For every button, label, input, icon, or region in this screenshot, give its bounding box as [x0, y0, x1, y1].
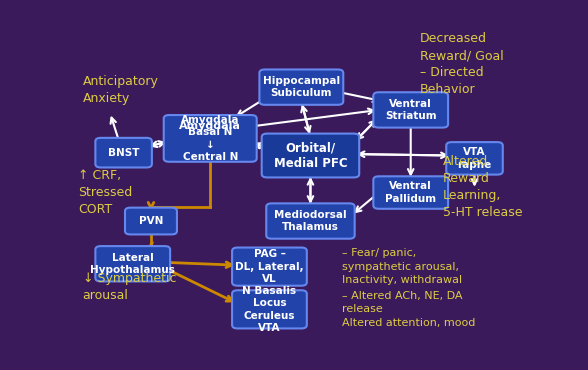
Text: N Basalis
Locus
Ceruleus
VTA: N Basalis Locus Ceruleus VTA [242, 286, 296, 333]
FancyBboxPatch shape [373, 176, 448, 209]
Text: Anticipatory
Anxiety: Anticipatory Anxiety [82, 75, 159, 105]
FancyBboxPatch shape [259, 70, 343, 105]
FancyBboxPatch shape [373, 92, 448, 128]
Text: Lateral
Hypothalamus: Lateral Hypothalamus [91, 253, 175, 275]
FancyBboxPatch shape [262, 134, 359, 178]
FancyBboxPatch shape [163, 115, 257, 162]
FancyBboxPatch shape [266, 204, 355, 239]
Text: Amygdala: Amygdala [179, 121, 241, 131]
FancyBboxPatch shape [446, 142, 503, 175]
Text: Orbital/
Medial PFC: Orbital/ Medial PFC [273, 141, 348, 170]
Text: – Altered ACh, NE, DA
release
Altered attention, mood: – Altered ACh, NE, DA release Altered at… [342, 291, 476, 327]
Text: Decreased
Reward/ Goal
– Directed
Behavior: Decreased Reward/ Goal – Directed Behavi… [420, 32, 503, 96]
FancyBboxPatch shape [95, 138, 152, 168]
Text: Altered
Reward
Learning,
5-HT release: Altered Reward Learning, 5-HT release [443, 155, 522, 219]
Text: PAG –
DL, Lateral,
VL: PAG – DL, Lateral, VL [235, 249, 304, 284]
Text: PVN: PVN [139, 216, 163, 226]
Text: Hippocampal
Subiculum: Hippocampal Subiculum [263, 76, 340, 98]
Text: ↑ CRF,
Stressed
CORT: ↑ CRF, Stressed CORT [78, 169, 132, 216]
Text: – Fear/ panic,
sympathetic arousal,
Inactivity, withdrawal: – Fear/ panic, sympathetic arousal, Inac… [342, 248, 463, 285]
Text: ↓ Sympathetic
arousal: ↓ Sympathetic arousal [82, 272, 176, 302]
FancyBboxPatch shape [125, 208, 177, 235]
Text: Ventral
Striatum: Ventral Striatum [385, 99, 436, 121]
Text: Mediodorsal
Thalamus: Mediodorsal Thalamus [274, 210, 347, 232]
FancyBboxPatch shape [232, 290, 307, 329]
Text: VTA
raphe: VTA raphe [457, 147, 492, 169]
FancyBboxPatch shape [232, 248, 307, 286]
Text: BNST: BNST [108, 148, 139, 158]
Text: Ventral
Pallidum: Ventral Pallidum [385, 181, 436, 204]
Text: Amygdala
Basal N
↓
Central N: Amygdala Basal N ↓ Central N [181, 115, 239, 162]
FancyBboxPatch shape [95, 246, 170, 282]
